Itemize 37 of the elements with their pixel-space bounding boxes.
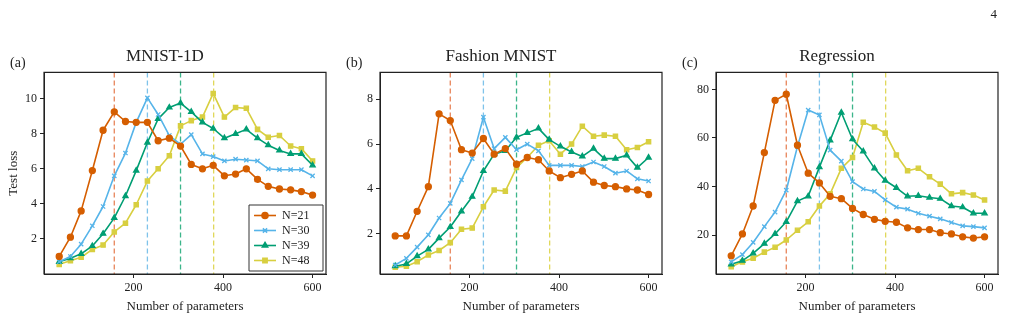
x-tick-label: 400: [886, 280, 905, 295]
text: 4: [990, 6, 997, 22]
y-tick-label: 40: [697, 178, 709, 193]
x-tick-label: 600: [975, 280, 994, 295]
x-axis-title: Number of parameters: [798, 297, 916, 313]
x-tick-label: 400: [550, 280, 569, 295]
chart-title: Fashion MNIST: [445, 45, 558, 65]
x-axis-title: Number of parameters: [462, 297, 580, 313]
y-tick-label: 8: [31, 125, 37, 140]
x-tick-label: 600: [639, 280, 658, 295]
y-tick-label: 6: [31, 160, 37, 175]
legend-label: N=21: [282, 207, 310, 222]
text: (c): [682, 55, 698, 72]
chart-title: Regression: [799, 45, 876, 65]
x-tick-label: 200: [124, 280, 143, 295]
y-tick-label: 2: [367, 225, 373, 240]
y-tick-label: 20: [697, 227, 709, 242]
x-axis-title: Number of parameters: [126, 297, 244, 313]
text: (b): [346, 55, 363, 72]
legend-label: N=39: [282, 237, 310, 252]
y-tick-label: 6: [367, 136, 373, 151]
text: (a): [10, 55, 26, 72]
x-tick-label: 200: [796, 280, 815, 295]
x-tick-label: 400: [214, 280, 233, 295]
legend-label: N=30: [282, 222, 310, 237]
y-tick-label: 4: [31, 196, 37, 211]
y-axis-title: Test loss: [5, 150, 21, 196]
x-tick-label: 200: [460, 280, 479, 295]
y-tick-label: 10: [25, 90, 37, 105]
y-tick-label: 2: [31, 231, 37, 246]
y-tick-label: 60: [697, 130, 709, 145]
legend-label: N=48: [282, 252, 310, 267]
x-tick-label: 600: [303, 280, 322, 295]
y-tick-label: 80: [697, 81, 709, 96]
chart-title: MNIST-1D: [126, 45, 204, 65]
y-tick-label: 4: [367, 181, 373, 196]
y-tick-label: 8: [367, 91, 373, 106]
